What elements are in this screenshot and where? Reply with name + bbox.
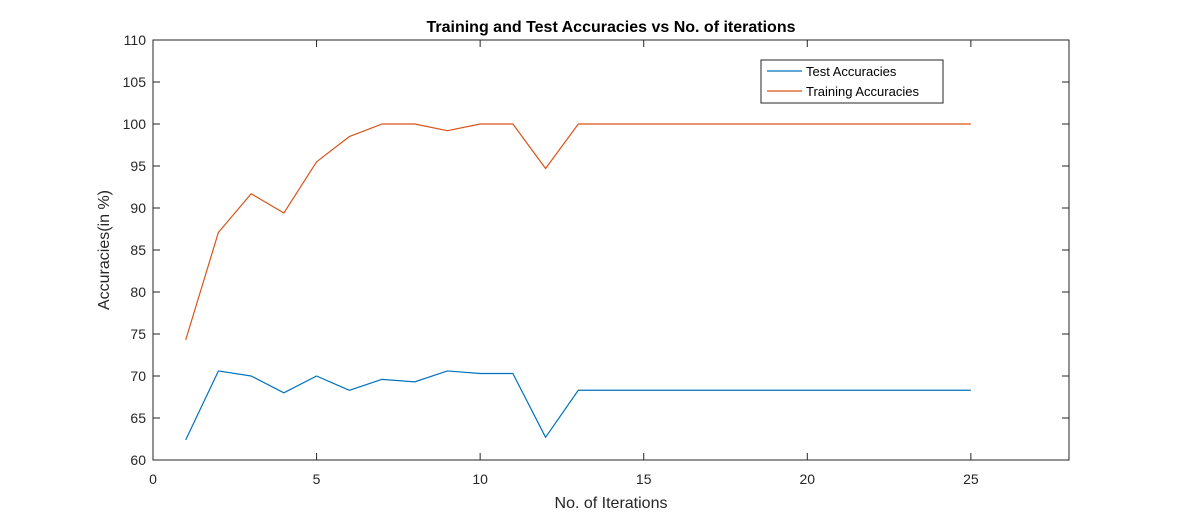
y-tick-label: 100 (123, 116, 147, 132)
y-tick-label: 60 (130, 452, 146, 468)
y-tick-label: 90 (130, 200, 146, 216)
y-tick-label: 75 (130, 326, 146, 342)
series-line-training-accuracies (185, 123, 971, 341)
y-tick-label: 95 (130, 158, 146, 174)
x-tick-label: 20 (799, 471, 815, 487)
x-tick-label: 15 (636, 471, 652, 487)
legend-label-test-accuracies: Test Accuracies (806, 64, 897, 79)
x-axis: 0 5 10 15 20 25 (149, 40, 979, 487)
y-tick-label: 110 (124, 32, 147, 48)
legend-label-training-accuracies: Training Accuracies (806, 84, 919, 99)
x-tick-label: 0 (149, 471, 157, 487)
y-tick-label: 65 (130, 410, 146, 426)
y-tick-label: 105 (123, 74, 147, 90)
x-tick-label: 10 (472, 471, 488, 487)
y-axis: 60 65 70 75 80 85 90 95 100 105 110 (123, 32, 1069, 468)
x-tick-label: 25 (963, 471, 979, 487)
legend: Test Accuracies Training Accuracies (760, 59, 944, 104)
y-tick-label: 80 (130, 284, 146, 300)
series-line-test-accuracies (185, 370, 971, 441)
series-lines (185, 123, 971, 441)
y-tick-label: 70 (130, 368, 146, 384)
x-axis-title: No. of Iterations (555, 495, 668, 512)
y-tick-label: 85 (130, 242, 146, 258)
chart-title: Training and Test Accuracies vs No. of i… (427, 19, 796, 36)
legend-box (760, 59, 944, 104)
x-tick-label: 5 (313, 471, 321, 487)
y-axis-title: Accuracies(in %) (96, 190, 113, 310)
